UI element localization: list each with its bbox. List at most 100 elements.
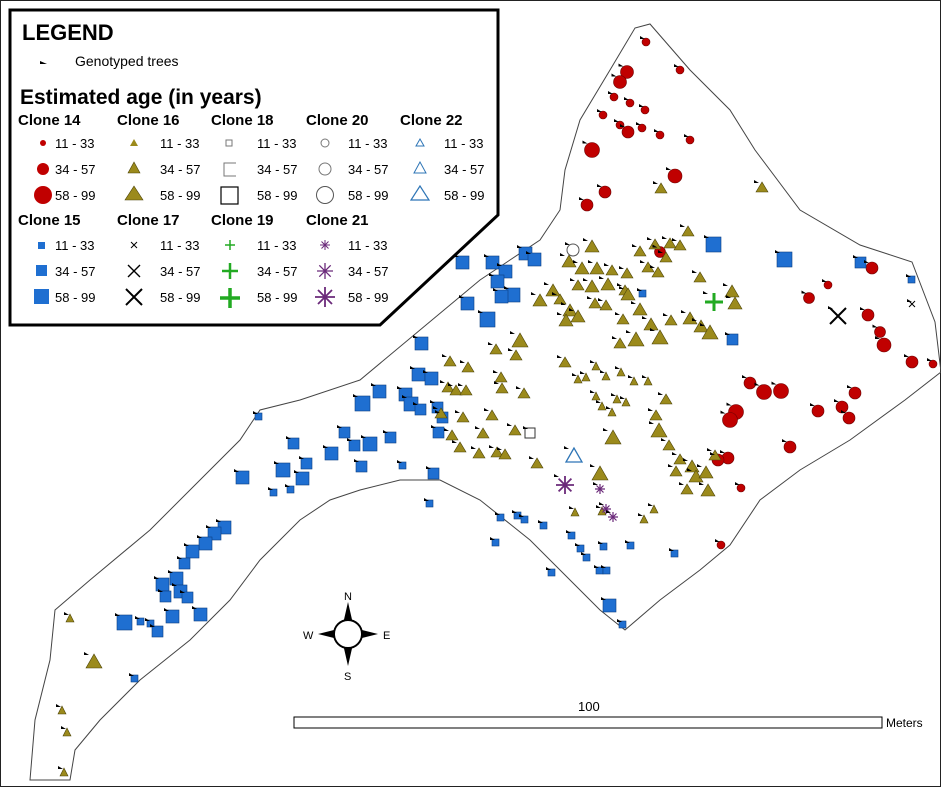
age-class-label: 11 - 33	[257, 238, 297, 253]
genotyped-flag	[440, 380, 445, 383]
genotyped-flag	[488, 342, 493, 345]
genotyped-flag	[606, 406, 611, 409]
clone-22-small-symbol	[415, 137, 425, 147]
genotyped-flag	[619, 266, 624, 269]
age-class-label: 58 - 99	[257, 188, 297, 203]
tree-point	[641, 37, 651, 47]
tree-point	[193, 607, 208, 622]
clone-21-small-symbol	[320, 240, 330, 250]
genotyped-flag	[286, 436, 291, 439]
genotyped-flag	[529, 456, 534, 459]
genotyped-flag	[648, 408, 653, 411]
genotyped-flag	[413, 335, 418, 338]
genotyped-flag	[253, 411, 258, 414]
genotyped-flag	[617, 619, 622, 622]
tree-point	[398, 461, 407, 470]
genotyped-flag-icon	[40, 61, 47, 64]
tree-point	[571, 279, 585, 291]
clone-21-medium-symbol	[317, 263, 333, 279]
tree-point	[829, 307, 847, 325]
age-class-label: 11 - 33	[444, 136, 484, 151]
tree-point	[659, 251, 673, 263]
tree-point	[736, 483, 746, 493]
tree-point	[643, 376, 653, 386]
genotyped-flag	[448, 383, 453, 386]
tree-point	[553, 293, 567, 305]
clone-16-small-symbol	[130, 139, 138, 146]
genotyped-flag	[516, 386, 521, 389]
genotyped-flag	[619, 286, 624, 289]
genotyped-flag	[580, 371, 585, 374]
tree-point	[354, 395, 371, 412]
tree-point	[621, 125, 635, 139]
age-class-label: 34 - 57	[55, 264, 95, 279]
tree-point	[449, 384, 463, 396]
genotyped-flag	[402, 395, 407, 398]
tree-point	[755, 181, 769, 193]
tree-point	[456, 411, 470, 423]
genotyped-flag	[497, 447, 502, 450]
tree-point	[582, 553, 591, 562]
tree-point	[165, 609, 180, 624]
tree-point	[580, 198, 594, 212]
genotyped-flag	[135, 616, 140, 619]
genotyped-trees-label: Genotyped trees	[75, 53, 179, 69]
genotyped-flag	[658, 392, 663, 395]
age-class-label: 11 - 33	[257, 136, 297, 151]
tree-point	[613, 75, 627, 89]
clone-14-medium-symbol	[37, 163, 49, 175]
genotyped-flag	[493, 370, 498, 373]
genotyped-flag	[150, 624, 155, 627]
genotyped-flag	[720, 410, 726, 414]
age-class-label: 34 - 57	[348, 162, 388, 177]
tree-point	[532, 293, 548, 307]
genotyped-flag	[56, 704, 61, 707]
genotyped-flag	[557, 355, 562, 358]
clone-17-small-symbol	[130, 241, 138, 249]
tree-point	[476, 427, 490, 439]
tree-point	[485, 409, 499, 421]
genotyped-flag	[735, 482, 740, 485]
tree-point	[632, 302, 648, 316]
genotyped-flag	[471, 446, 476, 449]
tree-point	[638, 289, 647, 298]
tree-point	[629, 376, 639, 386]
genotyped-flag	[626, 330, 631, 333]
genotyped-flag	[697, 464, 702, 467]
tree-point	[414, 336, 429, 351]
compass-needle-east	[358, 629, 378, 639]
tree-point	[602, 598, 617, 613]
genotyped-flag	[853, 255, 858, 258]
tree-point	[600, 277, 616, 291]
genotyped-flag	[216, 519, 221, 522]
genotyped-flag	[700, 323, 705, 326]
genotyped-flag	[642, 316, 647, 319]
clone-20-medium-symbol	[318, 162, 332, 176]
tree-point	[151, 625, 164, 638]
genotyped-flag	[458, 383, 463, 386]
tree-point	[705, 236, 722, 253]
tree-point	[700, 483, 716, 497]
tree-point	[198, 536, 213, 551]
age-class-label: 11 - 33	[55, 136, 95, 151]
tree-point	[524, 427, 536, 439]
genotyped-flag	[596, 505, 601, 508]
tree-point	[181, 591, 194, 604]
genotyped-flag	[570, 278, 575, 281]
genotyped-flag	[608, 91, 613, 94]
tree-point	[651, 329, 669, 345]
age-class-label: 58 - 99	[257, 290, 297, 305]
tree-point	[639, 514, 649, 524]
genotyped-flag	[704, 235, 709, 238]
tree-point	[633, 245, 647, 257]
tree-point	[556, 476, 574, 494]
tree-point	[874, 326, 886, 338]
tree-point	[348, 439, 361, 452]
tree-point	[601, 504, 611, 514]
legend-frame	[8, 8, 500, 327]
genotyped-flag	[707, 448, 712, 451]
tree-point	[637, 123, 647, 133]
tree-point	[865, 261, 879, 275]
genotyped-flag	[489, 273, 494, 276]
